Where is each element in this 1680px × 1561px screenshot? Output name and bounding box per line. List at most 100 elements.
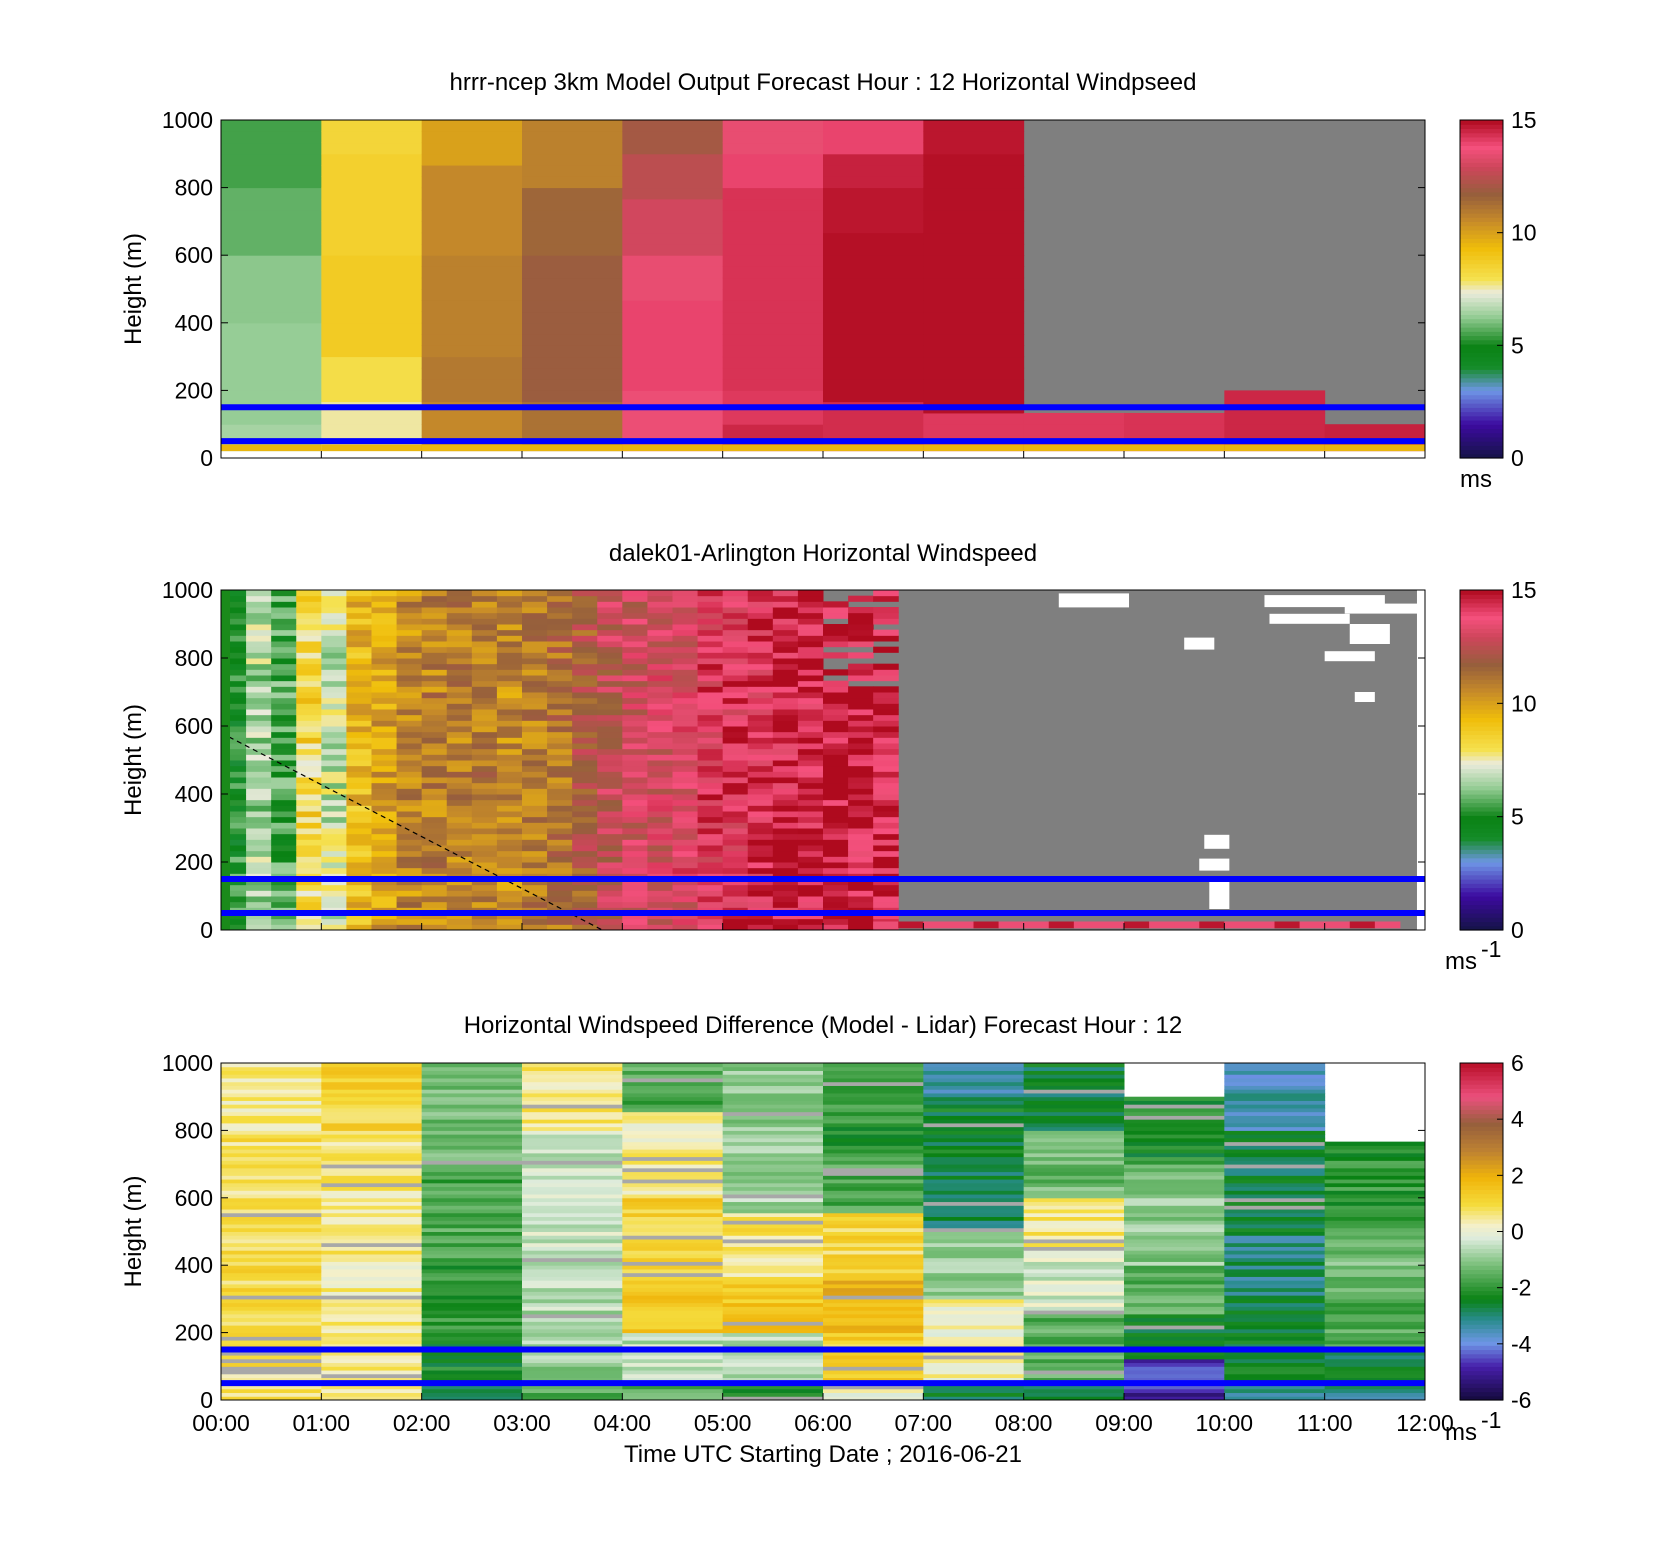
colorbar-unit: ms bbox=[1445, 1419, 1477, 1446]
heatmap-cell bbox=[622, 1201, 724, 1206]
heatmap-cell bbox=[622, 1156, 724, 1161]
heatmap-cell bbox=[722, 754, 749, 761]
heatmap-cell bbox=[471, 731, 498, 738]
heatmap-cell bbox=[1324, 1313, 1426, 1319]
heatmap-cell bbox=[772, 709, 799, 716]
heatmap-cell bbox=[672, 845, 699, 852]
heatmap-cell bbox=[296, 697, 322, 704]
heatmap-cell bbox=[722, 1085, 824, 1090]
heatmap-cell bbox=[271, 748, 297, 755]
heatmap-cell bbox=[321, 652, 347, 659]
heatmap-cell bbox=[622, 913, 648, 920]
heatmap-cell bbox=[823, 1385, 924, 1390]
colorbar-segment bbox=[1460, 730, 1503, 736]
heatmap-cell bbox=[823, 1325, 924, 1330]
heatmap-cell bbox=[522, 612, 548, 619]
heatmap-cell bbox=[522, 334, 623, 346]
heatmap-cell bbox=[622, 300, 724, 313]
heatmap-cell bbox=[823, 1070, 924, 1075]
heatmap-cell bbox=[823, 1201, 924, 1206]
heatmap-cell bbox=[797, 918, 824, 925]
heatmap-cell bbox=[522, 322, 623, 335]
heatmap-cell bbox=[722, 714, 749, 721]
heatmap-cell bbox=[722, 805, 749, 812]
heatmap-cell bbox=[421, 1063, 523, 1068]
heatmap-cell bbox=[873, 771, 899, 778]
heatmap-cell bbox=[522, 1081, 623, 1086]
heatmap-cell bbox=[296, 845, 322, 852]
heatmap-cell bbox=[522, 816, 548, 823]
x-axis-label: Time UTC Starting Date ; 2016-06-21 bbox=[624, 1441, 1022, 1468]
heatmap-cell bbox=[722, 771, 749, 778]
colorbar-segment bbox=[1460, 602, 1503, 608]
heatmap-cell bbox=[672, 918, 699, 925]
heatmap-cell bbox=[271, 646, 297, 653]
heatmap-cell bbox=[597, 601, 623, 608]
heatmap-cell bbox=[1023, 1238, 1125, 1244]
heatmap-cell bbox=[346, 856, 372, 863]
heatmap-cell bbox=[923, 1355, 1025, 1360]
heatmap-cell bbox=[722, 1137, 824, 1143]
heatmap-cell bbox=[221, 187, 322, 200]
heatmap-cell bbox=[522, 1242, 623, 1247]
heatmap-cell bbox=[471, 635, 498, 642]
heatmap-cell bbox=[722, 1396, 824, 1401]
heatmap-cell bbox=[772, 686, 799, 693]
heatmap-cell bbox=[522, 737, 548, 744]
heatmap-cell bbox=[421, 816, 448, 823]
heatmap-cell bbox=[848, 839, 874, 846]
heatmap-cell bbox=[271, 896, 297, 903]
heatmap-cell bbox=[221, 120, 322, 132]
heatmap-cell bbox=[697, 862, 724, 869]
heatmap-cell bbox=[722, 782, 749, 789]
heatmap-cell bbox=[522, 277, 623, 290]
heatmap-cell bbox=[221, 1104, 322, 1109]
heatmap-cell bbox=[221, 1336, 322, 1341]
heatmap-cell bbox=[622, 1362, 724, 1367]
heatmap-cell bbox=[772, 652, 799, 659]
heatmap-cell bbox=[396, 850, 423, 857]
colorbar-segment bbox=[1460, 411, 1503, 417]
heatmap-cell bbox=[823, 187, 924, 200]
heatmap-cell bbox=[572, 856, 598, 863]
heatmap-cell bbox=[296, 794, 322, 801]
heatmap-cell bbox=[446, 771, 473, 778]
heatmap-cell bbox=[772, 884, 799, 891]
heatmap-cell bbox=[672, 794, 699, 801]
heatmap-cell bbox=[371, 799, 398, 806]
heatmap-cell bbox=[1224, 1104, 1326, 1109]
heatmap-cell bbox=[221, 1100, 322, 1105]
heatmap-cell bbox=[572, 760, 598, 767]
heatmap-cell bbox=[622, 255, 724, 267]
heatmap-cell bbox=[547, 850, 573, 857]
colorbar-segment bbox=[1460, 921, 1503, 927]
heatmap-cell bbox=[321, 703, 347, 710]
heatmap-cell bbox=[697, 720, 724, 727]
heatmap-cell bbox=[722, 1122, 824, 1128]
heatmap-cell bbox=[1124, 1291, 1225, 1296]
heatmap-cell bbox=[271, 743, 297, 750]
colorbar-segment bbox=[1460, 1197, 1503, 1203]
heatmap-cell bbox=[1324, 1175, 1426, 1180]
colorbar-segment bbox=[1460, 1252, 1503, 1258]
heatmap-cell bbox=[823, 1366, 924, 1371]
heatmap-cell bbox=[421, 345, 523, 358]
heatmap-cell bbox=[221, 1122, 322, 1128]
heatmap-cell bbox=[1124, 1295, 1225, 1300]
heatmap-cell bbox=[296, 726, 322, 733]
heatmap-cell bbox=[346, 697, 372, 704]
heatmap-cell bbox=[371, 884, 398, 891]
heatmap-cell bbox=[697, 805, 724, 812]
heatmap-cell bbox=[1224, 1081, 1326, 1086]
heatmap-cell bbox=[923, 1358, 1025, 1364]
heatmap-cell bbox=[446, 879, 473, 886]
heatmap-cell bbox=[547, 720, 573, 727]
heatmap-cell bbox=[923, 379, 1025, 391]
heatmap-cell bbox=[647, 788, 673, 795]
heatmap-cell bbox=[1224, 1149, 1326, 1154]
heatmap-cell bbox=[296, 709, 322, 716]
heatmap-cell bbox=[722, 1366, 824, 1371]
heatmap-cell bbox=[496, 788, 523, 795]
heatmap-cell bbox=[296, 607, 322, 614]
heatmap-cell bbox=[923, 1283, 1025, 1289]
